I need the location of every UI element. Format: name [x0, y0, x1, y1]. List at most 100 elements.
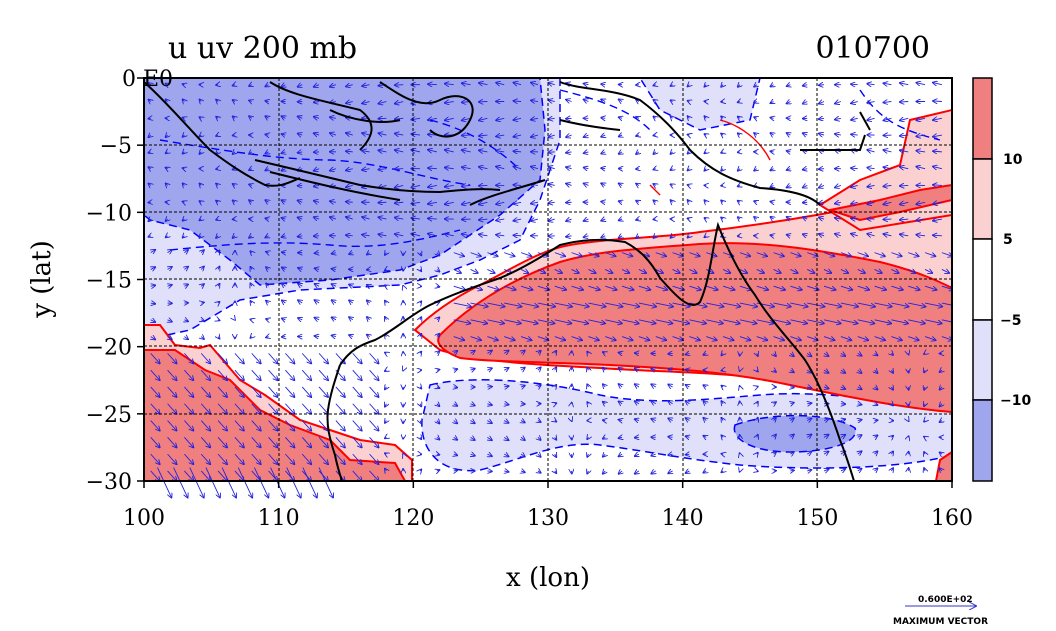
- wind-arrow: [454, 369, 458, 370]
- wind-arrow: [653, 236, 655, 238]
- wind-arrow: [168, 320, 172, 322]
- wind-arrow: [774, 353, 776, 356]
- wind-arrow: [437, 437, 440, 439]
- wind-arrow: [520, 285, 532, 290]
- wind-arrow: [265, 116, 268, 118]
- wind-arrow: [395, 102, 404, 104]
- wind-arrow: [346, 169, 353, 171]
- wind-arrow: [721, 169, 723, 171]
- wind-arrow: [738, 185, 740, 186]
- wind-arrow: [803, 217, 807, 219]
- wind-arrow: [454, 404, 458, 406]
- wind-arrow: [875, 451, 878, 454]
- wind-arrow: [362, 133, 370, 135]
- wind-arrow: [453, 269, 461, 273]
- wind-arrow: [770, 118, 773, 119]
- wind-arrow: [706, 336, 716, 341]
- wind-arrow: [851, 84, 858, 85]
- wind-arrow: [352, 420, 362, 431]
- wind-arrow: [183, 152, 185, 154]
- wind-arrow: [151, 337, 155, 340]
- wind-arrow: [555, 471, 557, 473]
- wind-arrow: [924, 336, 935, 341]
- wind-arrow: [571, 302, 589, 307]
- wind-arrow: [183, 168, 185, 169]
- wind-arrow: [787, 235, 791, 236]
- wind-arrow: [874, 319, 892, 324]
- wind-arrow: [265, 134, 268, 135]
- wind-arrow: [367, 253, 370, 255]
- wind-arrow: [554, 319, 572, 324]
- wind-arrow: [513, 202, 522, 204]
- wind-arrow: [496, 167, 505, 169]
- wind-arrow: [587, 402, 588, 404]
- wind-arrow: [668, 418, 672, 420]
- wind-arrow: [250, 301, 251, 303]
- wind-arrow: [249, 152, 252, 154]
- wind-arrow: [352, 470, 362, 481]
- wind-arrow: [330, 117, 336, 118]
- wind-arrow: [199, 152, 201, 154]
- wind-arrow: [857, 302, 875, 307]
- wind-arrow: [167, 470, 177, 481]
- wind-arrow: [924, 468, 925, 471]
- wind-arrow: [721, 401, 723, 404]
- wind-arrow: [437, 470, 440, 471]
- wind-arrow: [756, 285, 768, 290]
- wind-arrow: [200, 453, 210, 464]
- wind-arrow: [933, 135, 942, 137]
- wind-arrow: [385, 453, 387, 454]
- wind-arrow: [378, 169, 387, 170]
- vector-key-value: 0.600E+02: [918, 595, 973, 605]
- wind-arrow: [265, 218, 268, 219]
- wind-arrow: [754, 217, 757, 219]
- wind-arrow: [857, 336, 868, 341]
- wind-arrow: [619, 420, 622, 421]
- wind-arrow: [584, 83, 589, 84]
- wind-arrow: [420, 404, 421, 407]
- wind-arrow: [217, 386, 227, 397]
- wind-arrow: [883, 202, 892, 204]
- wind-arrow: [251, 403, 261, 414]
- wind-arrow: [841, 419, 845, 420]
- wind-arrow: [298, 300, 302, 303]
- wind-arrow: [891, 253, 901, 257]
- wind-arrow: [437, 421, 440, 424]
- wind-arrow: [841, 370, 845, 373]
- wind-arrow: [803, 133, 807, 135]
- wind-arrow: [770, 169, 773, 171]
- wind-arrow: [420, 421, 421, 424]
- wind-arrow: [688, 218, 690, 219]
- wind-arrow: [314, 201, 320, 203]
- wind-arrow: [520, 253, 531, 257]
- wind-arrow: [636, 135, 639, 136]
- wind-arrow: [282, 85, 286, 87]
- wind-arrow: [470, 269, 478, 273]
- wind-arrow: [428, 150, 438, 152]
- wind-arrow: [548, 202, 555, 203]
- wind-arrow: [819, 85, 825, 86]
- wind-arrow: [703, 418, 706, 421]
- wind-arrow: [704, 236, 706, 237]
- wind-arrow: [883, 83, 892, 84]
- wind-arrow: [537, 336, 548, 341]
- wind-arrow: [513, 219, 522, 221]
- wind-arrow: [754, 102, 757, 103]
- wind-arrow: [298, 152, 303, 153]
- wind-arrow: [349, 335, 353, 337]
- wind-arrow: [318, 353, 328, 363]
- wind-arrow: [619, 437, 622, 438]
- wind-arrow: [479, 202, 488, 204]
- wind-arrow: [867, 202, 875, 204]
- wind-arrow: [790, 285, 801, 290]
- wind-arrow: [722, 269, 730, 273]
- wind-arrow: [619, 471, 622, 474]
- wind-arrow: [807, 269, 814, 273]
- wind-arrow: [318, 470, 328, 481]
- wind-arrow: [924, 353, 925, 354]
- wind-arrow: [584, 99, 589, 101]
- wind-arrow: [282, 152, 286, 153]
- wind-arrow: [420, 352, 421, 354]
- wind-arrow: [487, 437, 491, 440]
- wind-arrow: [233, 184, 235, 186]
